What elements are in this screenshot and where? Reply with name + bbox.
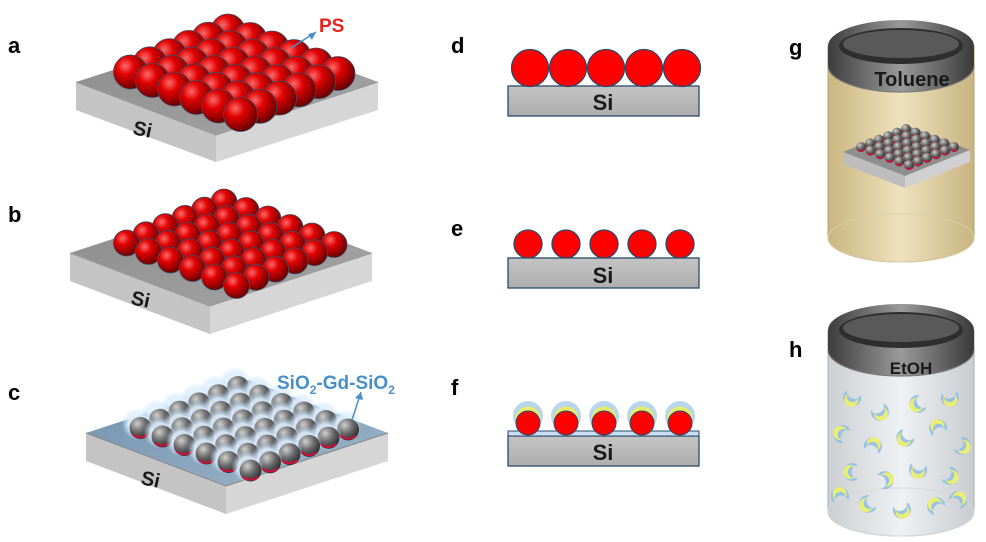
crescent-shell	[859, 494, 877, 513]
crescent-shell	[909, 462, 928, 479]
crescent-shell	[941, 466, 959, 485]
panel-b-ps-spheres	[113, 188, 348, 299]
ps-core	[553, 410, 579, 436]
crescent-shell	[831, 487, 850, 504]
toluene-beaker	[827, 20, 975, 263]
coated-sphere	[337, 418, 359, 441]
crescent-shell	[863, 437, 882, 455]
panel-f-si-label: Si	[593, 440, 614, 465]
crescent-shell	[843, 389, 862, 407]
panel-label-c: c	[8, 380, 20, 405]
coated-sphere	[239, 459, 262, 482]
toluene-label: Toluene	[874, 69, 949, 91]
crescent-shell	[929, 419, 948, 437]
panel-a-ps-spheres	[113, 13, 356, 132]
ps-core	[591, 410, 617, 436]
panel-f-cross-section	[507, 401, 700, 467]
panel-e-si-label: Si	[593, 263, 614, 288]
ps-sphere	[223, 272, 250, 299]
panel-c-si-label: Si	[139, 467, 162, 492]
panel-d-cross-section	[507, 48, 702, 117]
crescent-shell	[843, 463, 858, 481]
shell-arrow	[351, 391, 363, 421]
panel-e-cross-section	[507, 229, 700, 289]
crescent-shell	[948, 491, 967, 510]
coated-sphere	[298, 434, 320, 457]
ps-arrow	[290, 31, 317, 49]
crescent-shell	[927, 497, 946, 516]
ps-core	[629, 410, 655, 436]
ps-core	[515, 410, 541, 436]
panel-label-b: b	[8, 202, 21, 227]
crescent-shell	[892, 501, 911, 519]
panel-label-f: f	[451, 375, 459, 400]
coated-sphere	[259, 451, 281, 474]
panel-d-si-label: Si	[593, 90, 614, 115]
ethanol-beaker	[827, 304, 975, 537]
crescent-shell	[953, 436, 971, 455]
panel-label-g: g	[789, 35, 802, 60]
coated-sphere	[278, 443, 301, 466]
panel-b-si-label: Si	[129, 287, 152, 312]
etoh-label: EtOH	[890, 359, 933, 378]
crescent-shell	[833, 425, 851, 444]
ps-sphere	[223, 97, 258, 132]
panel-label-h: h	[789, 337, 802, 362]
panel-c-coated-spheres	[121, 367, 361, 483]
panel-label-a: a	[8, 33, 21, 58]
panel-label-e: e	[451, 216, 463, 241]
ps-label: PS	[319, 16, 344, 37]
panel-label-d: d	[451, 33, 464, 58]
crescent-shell	[909, 394, 927, 413]
coated-sphere	[317, 426, 340, 449]
crescent-shell	[870, 403, 889, 421]
shell-label: SiO2-Gd-SiO2	[277, 373, 395, 397]
ps-core	[667, 410, 693, 436]
ps-core-edge	[242, 475, 259, 481]
panel-a-si-label: Si	[131, 117, 154, 142]
crescent-shell	[940, 390, 959, 407]
crescent-shell	[896, 428, 915, 447]
crescent-shell	[876, 471, 894, 490]
